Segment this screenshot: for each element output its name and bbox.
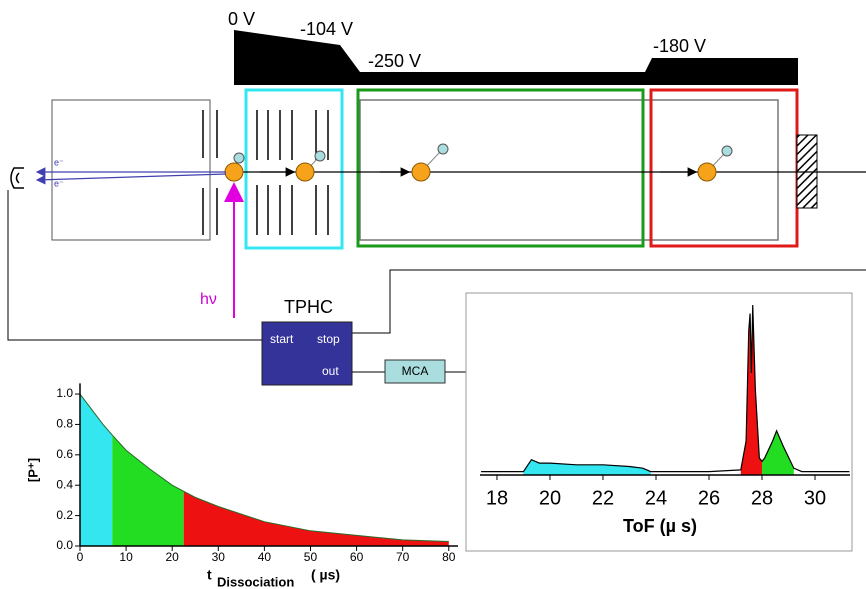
voltage-label: 0 V [228, 9, 255, 29]
voltage-label: -180 V [653, 36, 706, 56]
voltage-profile [234, 30, 798, 85]
y-axis-label: [P⁺] [25, 458, 40, 482]
stop-cable [352, 269, 866, 334]
electrodes [202, 110, 329, 235]
voltage-label: -250 V [368, 51, 421, 71]
y-tick-label: 0.0 [56, 538, 73, 552]
electron-paths [35, 167, 227, 185]
electron-detector [10, 167, 24, 189]
detector-region [51, 99, 211, 241]
reflector-region [649, 88, 799, 248]
curve [481, 304, 850, 473]
tphc-port: out [322, 364, 339, 378]
x-tick-label: 70 [396, 550, 410, 564]
region [80, 394, 113, 546]
tphc-port: stop [317, 332, 340, 346]
x-tick-label: 30 [212, 550, 226, 564]
y-tick-label: 0.4 [56, 477, 73, 491]
region [762, 430, 794, 475]
region [112, 435, 184, 546]
start-cable [7, 190, 262, 341]
tphc-port: start [270, 332, 294, 346]
y-tick-label: 0.2 [56, 508, 73, 522]
acceleration-region [244, 88, 344, 250]
region [740, 305, 763, 475]
x-tick-label: 20 [166, 550, 180, 564]
voltage-label: -104 V [300, 19, 353, 39]
x-tick-label: 0 [77, 550, 84, 564]
x-tick-label: 24 [645, 487, 667, 509]
curve [79, 393, 449, 542]
photon-label: hν [200, 291, 217, 308]
y-tick-label: 0.6 [56, 447, 73, 461]
x-tick-label: 22 [592, 487, 614, 509]
mca-label: MCA [402, 364, 429, 378]
x-tick-label: 40 [258, 550, 272, 564]
tphc-title: TPHC [284, 297, 333, 317]
x-axis-label-sub: Dissociation [217, 574, 294, 589]
x-tick-label: 20 [539, 487, 561, 509]
x-tick-label: 26 [698, 487, 720, 509]
x-axis-label-unit: ( µs) [311, 567, 340, 583]
x-tick-label: 80 [442, 550, 456, 564]
x-tick-label: 50 [304, 550, 318, 564]
ions [224, 143, 733, 182]
electron-label: e⁻ [54, 178, 64, 188]
electron-label: e⁻ [54, 157, 64, 167]
x-tick-label: 60 [350, 550, 364, 564]
x-tick-label: 18 [486, 487, 508, 509]
x-tick-label: 30 [804, 487, 826, 509]
x-axis-label: ToF (µ s) [623, 516, 697, 536]
region [183, 491, 449, 546]
y-tick-label: 0.8 [56, 417, 73, 431]
tof-frame [465, 292, 853, 552]
x-tick-label: 28 [751, 487, 773, 509]
drift-tube [359, 99, 779, 241]
x-axis-label: t [207, 567, 212, 583]
x-tick-label: 10 [119, 550, 133, 564]
field-free-region [356, 88, 645, 248]
tphc-box [261, 321, 353, 386]
y-tick-label: 1.0 [56, 386, 73, 400]
